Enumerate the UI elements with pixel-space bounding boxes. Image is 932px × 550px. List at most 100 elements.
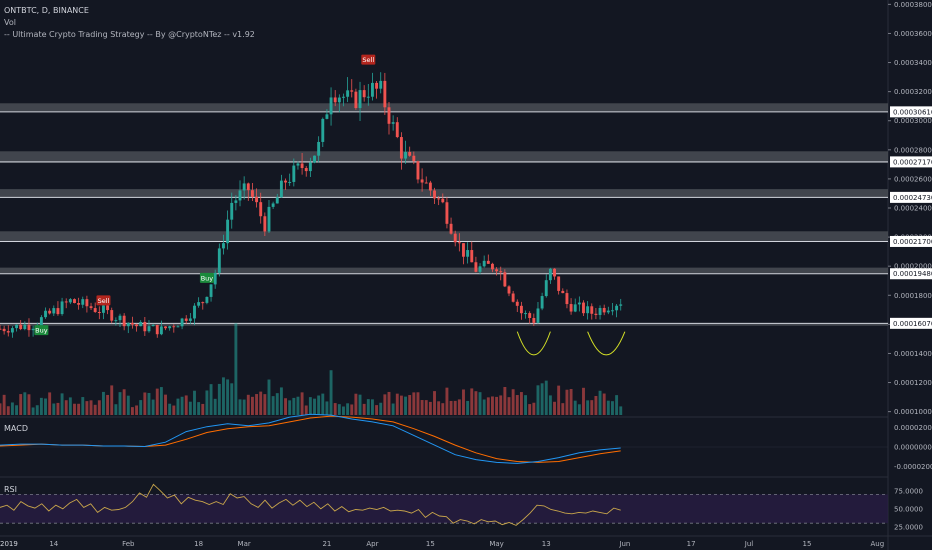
- candle-body: [573, 304, 577, 312]
- candle-body: [230, 202, 234, 220]
- candle-body: [598, 307, 602, 315]
- candle-body: [445, 202, 449, 224]
- candle-body: [515, 301, 519, 306]
- volume-bar: [441, 403, 445, 415]
- candle-body: [582, 302, 585, 314]
- candle-body: [296, 163, 300, 166]
- level-price-tag: [890, 317, 932, 329]
- volume-bar: [81, 397, 85, 415]
- volume-bar: [582, 387, 585, 415]
- volume-bar: [366, 399, 370, 415]
- volume-bar: [408, 395, 412, 415]
- volume-bar: [56, 402, 60, 415]
- volume-bar: [114, 404, 118, 415]
- candle-body: [284, 180, 287, 183]
- candle-body: [577, 302, 581, 305]
- candle-body: [366, 96, 370, 98]
- candle-body: [424, 182, 428, 184]
- candle-body: [441, 198, 445, 203]
- signal-label: Buy: [201, 274, 214, 282]
- volume-bar: [619, 406, 623, 415]
- candle-body: [615, 305, 619, 311]
- candle-body: [147, 326, 151, 332]
- candle-body: [217, 248, 221, 273]
- level-price-tag-label: 0.00030610: [893, 108, 932, 116]
- time-tick-label: 17: [687, 540, 696, 548]
- candle-body: [586, 306, 590, 314]
- candle-body: [139, 321, 143, 327]
- candle-body: [155, 324, 159, 335]
- candle-body: [275, 197, 279, 204]
- candle-body: [404, 152, 407, 159]
- candle-body: [263, 216, 267, 232]
- volume-bar: [474, 391, 478, 415]
- volume-bar: [222, 377, 225, 415]
- volume-bar: [68, 397, 72, 415]
- volume-bar: [445, 387, 449, 415]
- volume-bar: [470, 388, 474, 415]
- volume-bar: [561, 403, 565, 415]
- volume-bar: [201, 403, 205, 415]
- volume-bar: [10, 402, 14, 415]
- level-price-tag: [890, 191, 932, 203]
- volume-bar: [267, 379, 271, 415]
- volume-bar: [284, 398, 287, 415]
- volume-bar: [44, 398, 47, 415]
- volume-bar: [379, 402, 383, 415]
- candle-body: [114, 320, 118, 322]
- candle-body: [151, 324, 155, 327]
- volume-bar: [2, 394, 6, 415]
- candle-body: [321, 118, 325, 142]
- volume-bar: [23, 392, 27, 415]
- rsi-tick-label: 25.0000: [894, 523, 923, 531]
- volume-bar: [242, 399, 246, 415]
- candle-body: [2, 328, 6, 332]
- candle-body: [433, 190, 436, 199]
- candle-body: [462, 243, 465, 257]
- volume-bar: [532, 402, 536, 415]
- volume-bar: [255, 394, 259, 415]
- volume-bar: [279, 387, 283, 415]
- candle-body: [292, 165, 296, 182]
- volume-bar: [544, 380, 548, 415]
- rsi-tick-label: 75.0000: [894, 487, 923, 495]
- candle-body: [250, 190, 254, 197]
- candle-body: [39, 317, 43, 326]
- volume-bar: [507, 397, 511, 415]
- candle-body: [503, 272, 507, 287]
- candle-body: [536, 308, 540, 323]
- volume-bar: [296, 396, 300, 415]
- candle-body: [391, 122, 395, 124]
- level-price-tag-label: 0.00024730: [893, 194, 932, 202]
- candle-body: [77, 302, 81, 305]
- candle-body: [362, 90, 366, 98]
- candle-body: [279, 180, 283, 198]
- candle-body: [606, 310, 610, 313]
- time-tick-label: Feb: [122, 540, 135, 548]
- volume-bar: [540, 383, 544, 415]
- volume-bar: [615, 395, 619, 415]
- volume-bar: [271, 396, 275, 415]
- candle-body: [428, 182, 432, 191]
- volume-bar: [387, 391, 391, 415]
- candle-body: [313, 155, 316, 163]
- candle-body: [342, 96, 345, 98]
- candle-body: [511, 293, 515, 302]
- candle-body: [565, 293, 569, 305]
- time-tick-label: Jun: [618, 540, 630, 548]
- volume-bar: [395, 393, 399, 415]
- level-price-tag-label: 0.00021700: [893, 238, 932, 246]
- candle-body: [532, 317, 536, 323]
- candle-body: [470, 250, 474, 263]
- candle-body: [288, 181, 292, 183]
- candle-body: [304, 168, 308, 172]
- candle-body: [491, 263, 494, 270]
- volume-bar: [64, 400, 68, 415]
- candle-body: [68, 299, 72, 303]
- time-tick-label: 18: [194, 540, 203, 548]
- volume-bar: [48, 392, 52, 415]
